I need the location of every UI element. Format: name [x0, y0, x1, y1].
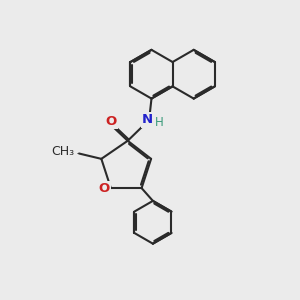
Text: N: N — [142, 113, 153, 127]
Text: O: O — [106, 115, 117, 128]
Text: CH₃: CH₃ — [52, 145, 75, 158]
Text: H: H — [155, 116, 164, 129]
Text: methyl: methyl — [77, 152, 82, 154]
Text: O: O — [99, 182, 110, 195]
